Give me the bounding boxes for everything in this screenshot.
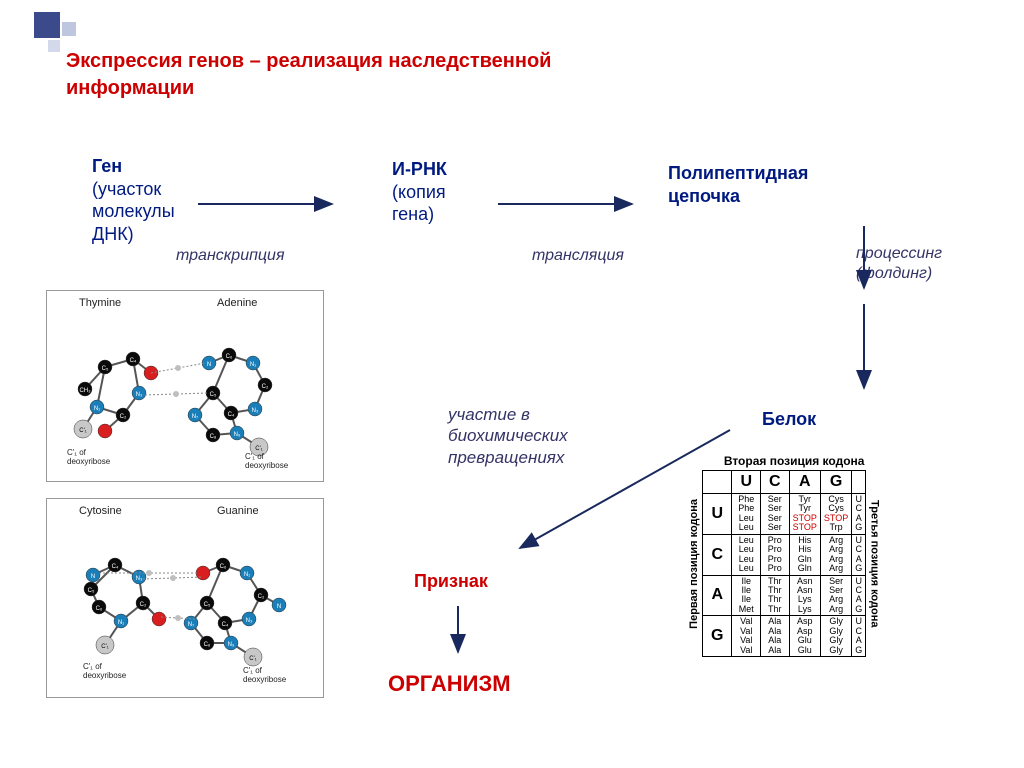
codon-title: Вторая позиция кодона (708, 454, 880, 468)
svg-text:N: N (207, 362, 211, 368)
svg-text:C₂: C₂ (262, 384, 269, 390)
svg-text:C₅: C₅ (88, 588, 95, 594)
codon-table: Вторая позиция кодона Первая позиция кодо… (688, 454, 880, 657)
svg-text:N₁: N₁ (250, 362, 256, 368)
molecule-pair-ta: ThymineAdenineCH₃C₅C₄N₃C₂N₁C'₁NC₆N₁C₂N₃C… (46, 290, 324, 482)
svg-text:C₅: C₅ (102, 366, 109, 372)
svg-text:C₂: C₂ (258, 594, 265, 600)
svg-text:C'₁: C'₁ (249, 656, 257, 662)
codon-grid: UCAGUPhePheLeuLeuSerSerSerSerTyrTyrSTOPS… (702, 470, 866, 657)
svg-text:N₁: N₁ (244, 572, 250, 578)
svg-text:N₃: N₃ (246, 618, 253, 624)
svg-text:N: N (277, 604, 281, 610)
svg-text:C₄: C₄ (222, 622, 229, 628)
svg-text:C₅: C₅ (210, 392, 217, 398)
svg-text:N₁: N₁ (118, 620, 124, 626)
svg-text:N₇: N₇ (188, 622, 194, 628)
svg-text:C₈: C₈ (204, 642, 211, 648)
svg-text:N₉: N₉ (234, 432, 241, 438)
codon-right-label: Третья позиция кодона (868, 500, 880, 627)
svg-text:C'₁: C'₁ (79, 428, 87, 434)
svg-text:C₆: C₆ (220, 564, 227, 570)
svg-text:N₃: N₃ (136, 392, 143, 398)
svg-text:N₃: N₃ (136, 576, 143, 582)
svg-text:N: N (91, 574, 95, 580)
svg-text:C₄: C₄ (112, 564, 119, 570)
svg-text:CH₃: CH₃ (79, 388, 91, 394)
svg-text:C₈: C₈ (210, 434, 217, 440)
svg-text:N₁: N₁ (94, 406, 100, 412)
svg-text:C'₁: C'₁ (101, 644, 109, 650)
svg-text:N₇: N₇ (192, 414, 198, 420)
svg-text:C₅: C₅ (204, 602, 211, 608)
svg-text:C₄: C₄ (228, 412, 235, 418)
svg-text:N₉: N₉ (228, 642, 235, 648)
codon-left-label: Первая позиция кодона (688, 499, 700, 629)
svg-text:C₆: C₆ (226, 354, 233, 360)
svg-text:C₂: C₂ (120, 414, 127, 420)
svg-text:C₂: C₂ (140, 602, 147, 608)
svg-text:N₃: N₃ (252, 408, 259, 414)
molecule-pair-cg: CytosineGuanineNC₄N₃C₂N₁C₆C₅C'₁C₆N₁C₂NN₃… (46, 498, 324, 698)
svg-text:C₄: C₄ (130, 358, 137, 364)
svg-text:C₆: C₆ (96, 606, 103, 612)
